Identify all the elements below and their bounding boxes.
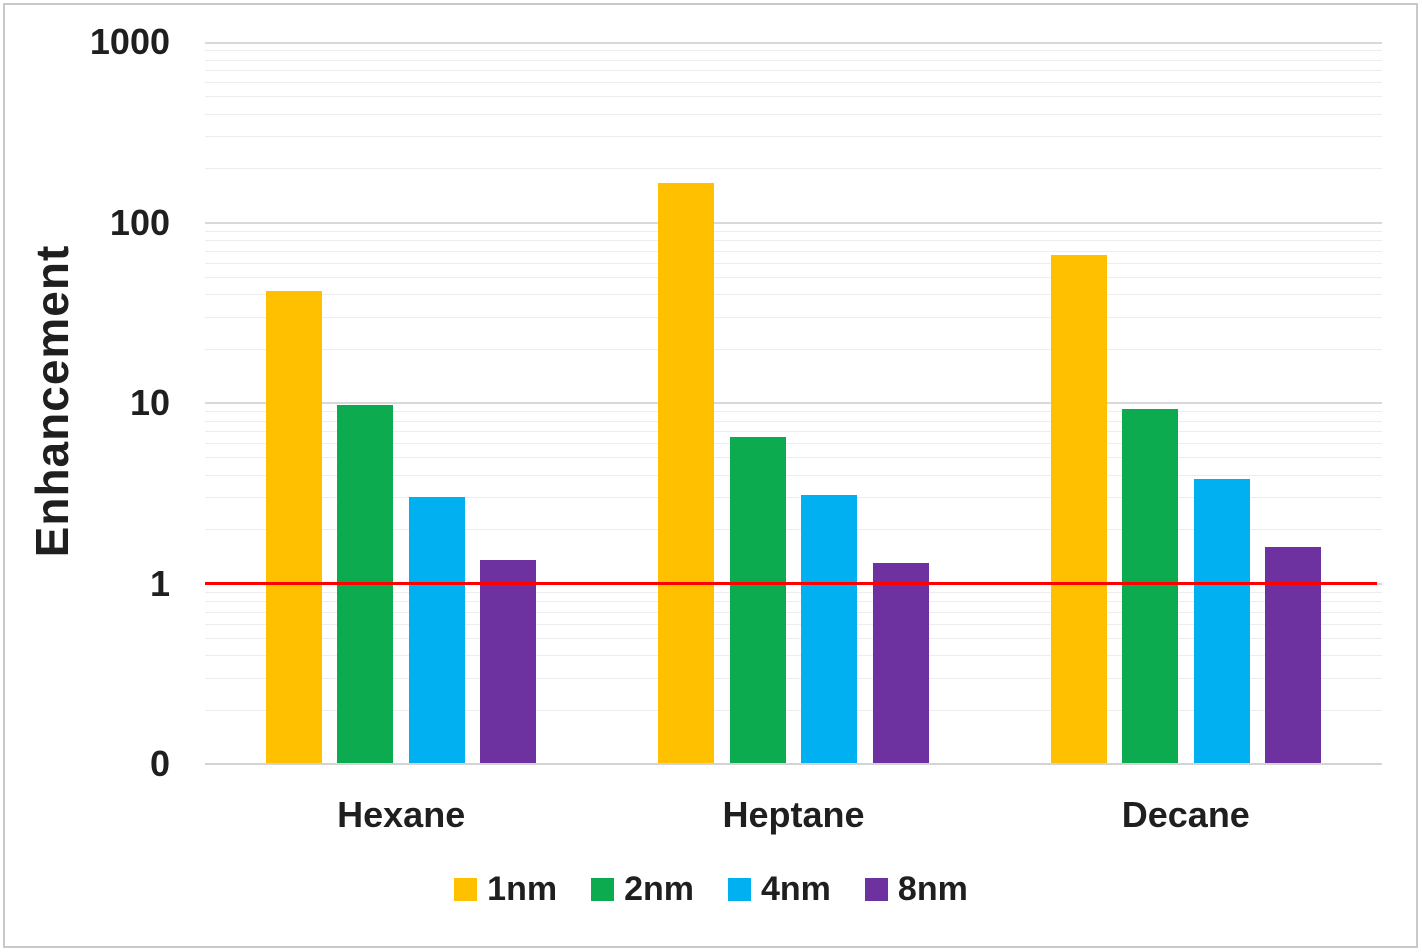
bar-4nm-heptane (801, 494, 858, 764)
legend-label: 2nm (624, 870, 694, 908)
bar-2nm-decane (1122, 408, 1179, 764)
gridline-minor (205, 316, 1382, 318)
gridline-minor (205, 240, 1382, 241)
bar-2nm-heptane (729, 436, 786, 764)
bar-4nm-decane (1193, 478, 1250, 764)
legend-marker-icon (454, 877, 478, 901)
gridline-minor (205, 611, 1382, 613)
legend-item-1nm: 1nm (454, 872, 557, 906)
bar-1nm-heptane (658, 183, 715, 764)
gridline-minor (205, 457, 1382, 459)
y-tick-label: 0 (149, 743, 170, 784)
gridline-minor (205, 591, 1382, 593)
gridline-minor (205, 677, 1382, 679)
gridline-minor (205, 443, 1382, 444)
y-tick-label: 100 (109, 201, 170, 243)
bar-8nm-heptane (872, 562, 929, 764)
legend-label: 8nm (897, 870, 968, 908)
gridline-major (205, 221, 1382, 224)
gridline-minor (205, 168, 1382, 170)
category-label-decane: Decane (1121, 794, 1250, 835)
gridline-major (205, 42, 1382, 44)
gridline-minor (205, 294, 1382, 296)
gridline-minor (205, 70, 1382, 71)
legend-label: 1nm (487, 870, 558, 908)
gridline-minor (205, 262, 1382, 264)
legend: 1nm 2nm 4nm 8nm (0, 868, 1422, 910)
gridline-minor (205, 113, 1382, 115)
legend-marker-icon (728, 877, 751, 901)
gridline-minor (205, 50, 1382, 52)
bar-8nm-decane (1265, 546, 1322, 764)
y-tick-label: 1 (149, 562, 170, 604)
y-tick-label: 10 (129, 382, 170, 423)
reference-line (205, 582, 1377, 585)
legend-label: 4nm (761, 870, 831, 908)
legend-marker-icon (864, 877, 888, 901)
gridline-minor (205, 276, 1382, 278)
gridline-minor (205, 623, 1382, 625)
gridline-major (205, 402, 1382, 404)
gridline-minor (205, 709, 1382, 711)
gridline-minor (205, 497, 1382, 499)
gridline-minor (205, 250, 1382, 252)
gridline-minor (205, 637, 1382, 639)
bar-1nm-decane (1050, 255, 1107, 764)
legend-item-8nm: 8nm (864, 870, 968, 908)
gridline-minor (205, 59, 1382, 61)
gridline-minor (205, 82, 1382, 83)
legend-item-4nm: 4nm (728, 872, 831, 906)
category-label-heptane: Heptane (722, 794, 865, 835)
bar-8nm-hexane (480, 560, 537, 764)
plot-area (205, 42, 1382, 765)
y-tick-label: 1000 (89, 21, 170, 62)
category-label-hexane: Hexane (337, 794, 466, 835)
gridline-minor (205, 411, 1382, 413)
bar-1nm-hexane (265, 290, 322, 764)
gridline-minor (205, 601, 1382, 602)
gridline-minor (205, 655, 1382, 657)
gridline-minor (205, 420, 1382, 422)
gridline-minor (205, 474, 1382, 476)
x-axis-line (205, 763, 1382, 765)
gridline-minor (205, 529, 1382, 531)
legend-marker-icon (591, 877, 615, 901)
gridline-minor (205, 136, 1382, 138)
gridline-minor (205, 230, 1382, 232)
gridline-minor (205, 96, 1382, 98)
bar-4nm-hexane (408, 497, 465, 764)
gridline-minor (205, 431, 1382, 432)
legend-item-2nm: 2nm (591, 872, 694, 906)
gridline-minor (205, 348, 1382, 350)
